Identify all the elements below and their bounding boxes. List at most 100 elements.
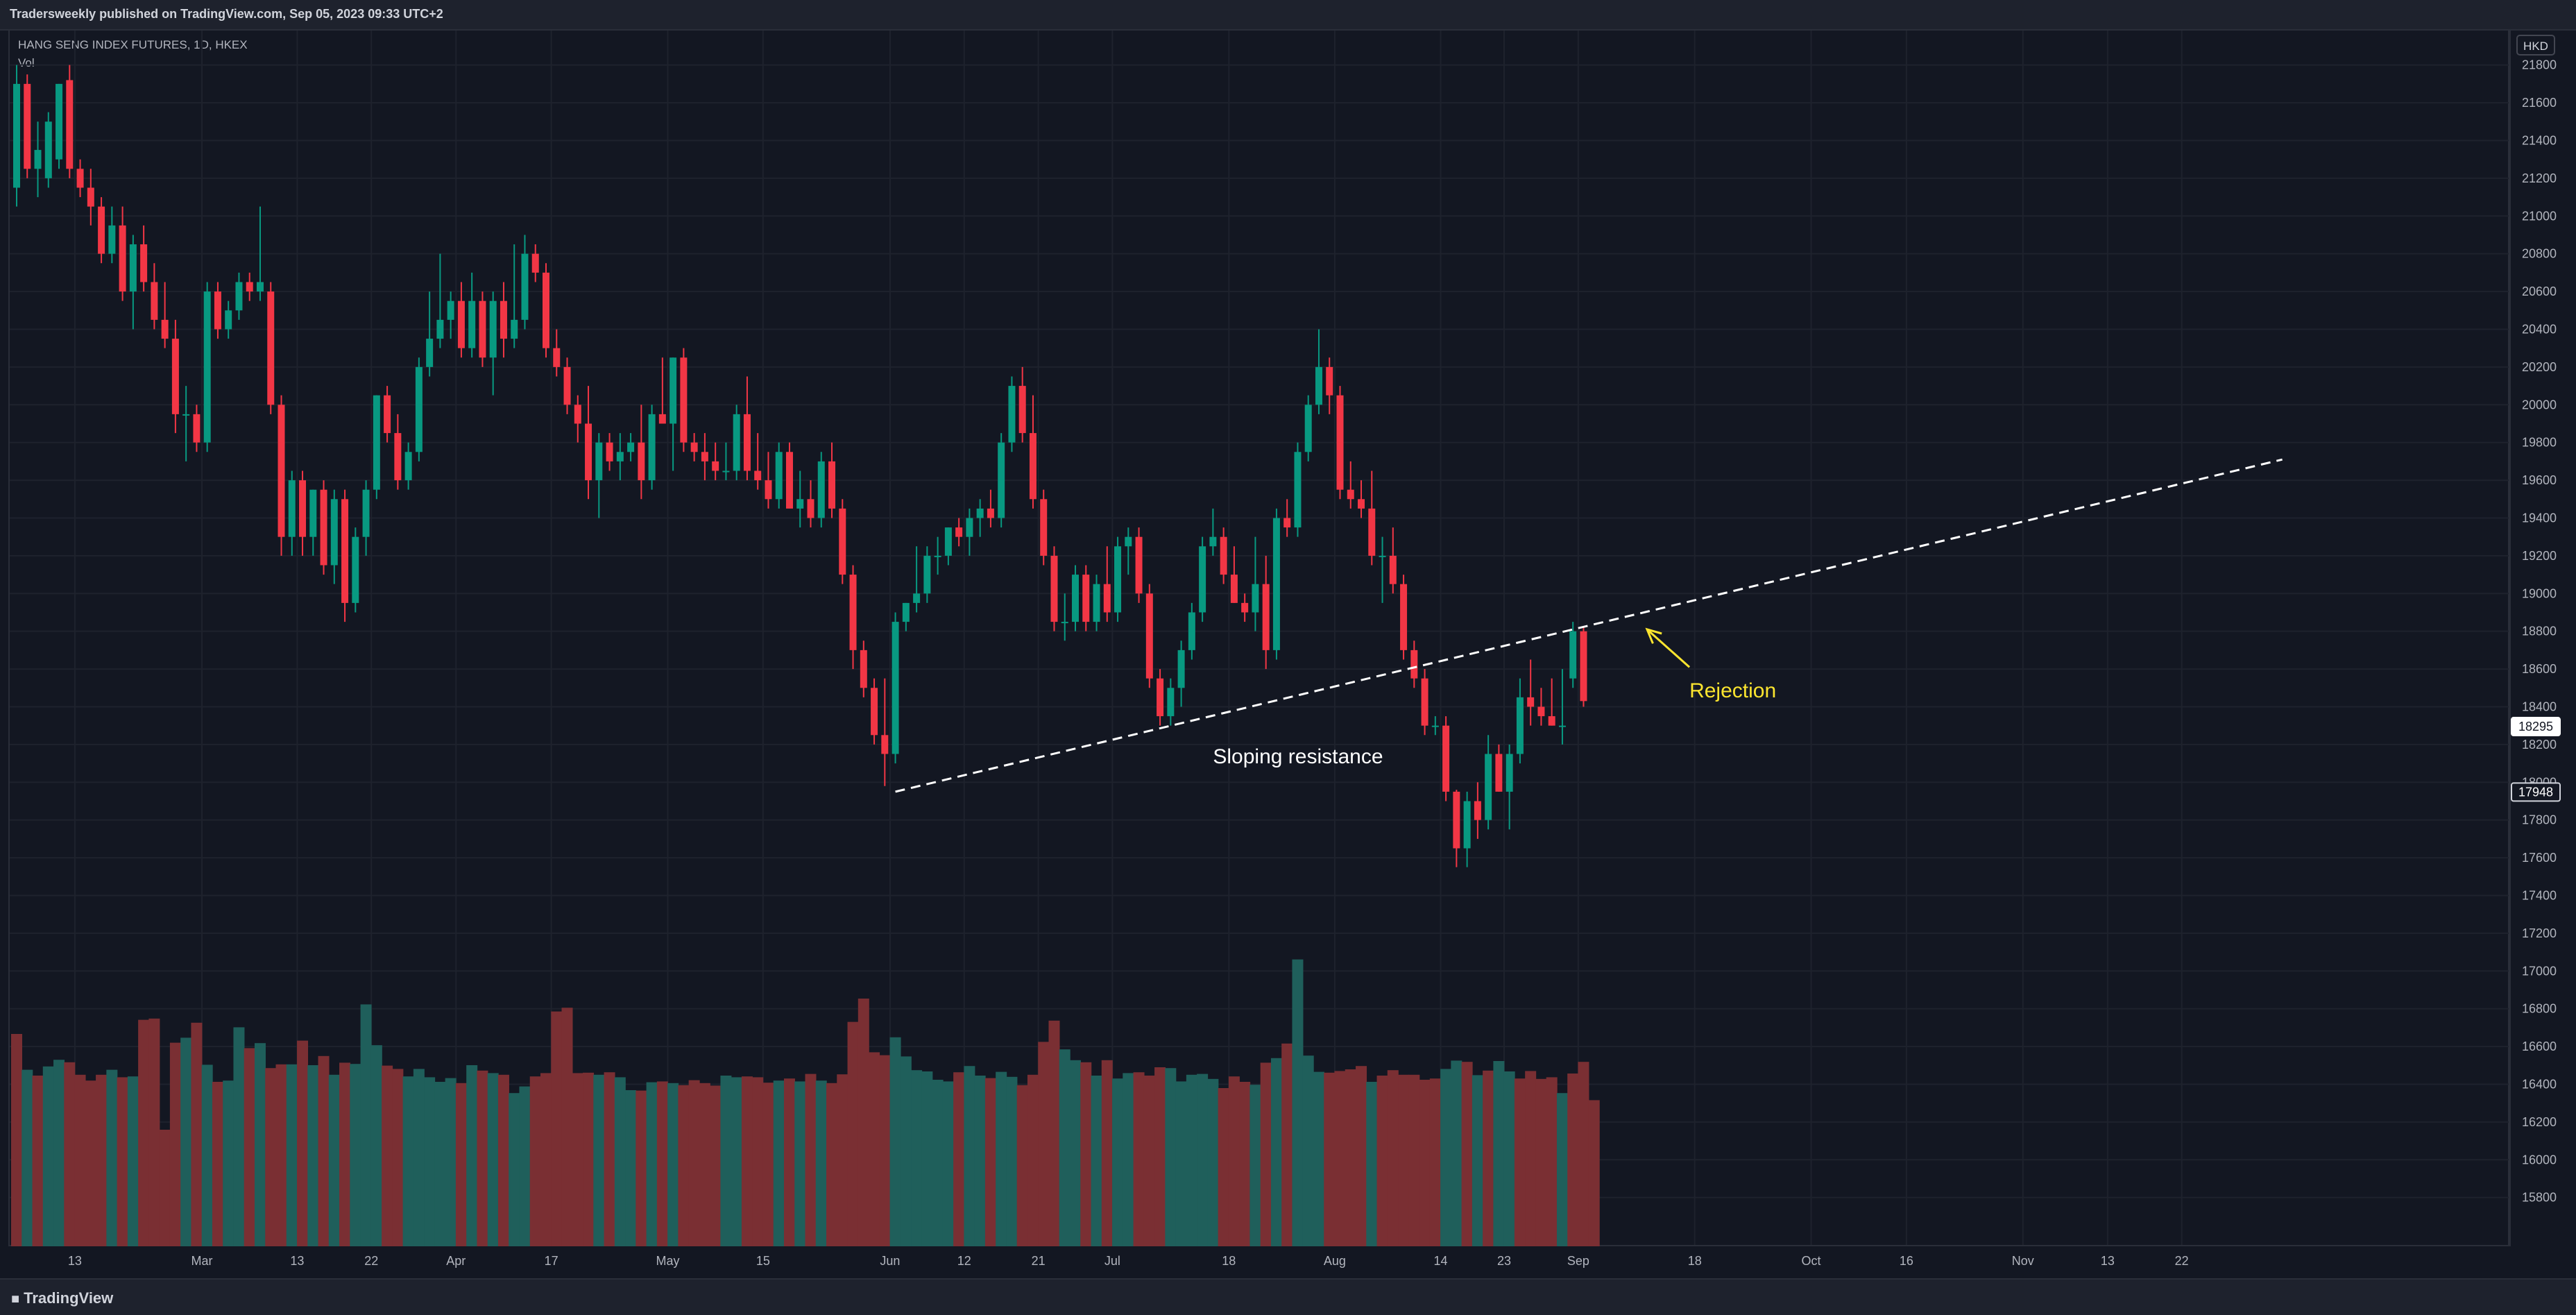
volume-bar: [900, 1056, 912, 1246]
volume-bar: [1345, 1069, 1356, 1246]
x-tick-label: 16: [1900, 1254, 1913, 1268]
candle-body: [881, 735, 889, 754]
candle-body: [913, 593, 921, 603]
volume-bar: [604, 1072, 615, 1246]
volume-bar: [815, 1080, 827, 1246]
volume-bar: [297, 1040, 309, 1246]
candle-body: [680, 357, 688, 443]
volume-bar: [1059, 1049, 1071, 1246]
candle-body: [521, 253, 529, 320]
volume-bar: [42, 1066, 54, 1246]
sloping-resistance-trendline: [895, 458, 2283, 793]
candle-body: [320, 489, 327, 566]
volume-bar: [996, 1071, 1007, 1246]
x-tick-label: Jun: [880, 1254, 900, 1268]
volume-bar: [1249, 1085, 1261, 1246]
candle-body: [511, 319, 518, 339]
candle-body: [214, 291, 221, 330]
candle-body: [1061, 622, 1068, 624]
candle-body: [299, 480, 307, 537]
candle-body: [288, 480, 296, 537]
rejection-arrow-head-icon: [1645, 627, 1662, 644]
y-tick-label: 21600: [2522, 96, 2557, 110]
candle-body: [1103, 584, 1111, 613]
candle-body: [309, 489, 317, 537]
x-tick-label: Nov: [2012, 1254, 2034, 1268]
volume-indicator-label[interactable]: Vol: [18, 56, 35, 69]
y-tick-label: 16800: [2522, 1002, 2557, 1016]
candle-body: [553, 348, 561, 367]
candle-body: [669, 357, 677, 424]
y-tick-label: 21200: [2522, 171, 2557, 185]
volume-bar: [477, 1070, 488, 1246]
volume-bar: [1197, 1074, 1209, 1246]
candle-body: [66, 80, 74, 169]
y-tick-label: 15800: [2522, 1191, 2557, 1205]
x-tick-label: 21: [1032, 1254, 1046, 1268]
volume-bar: [223, 1080, 234, 1246]
candle-body: [129, 244, 137, 292]
volume-bar: [1578, 1062, 1589, 1246]
y-tick-label: 18800: [2522, 625, 2557, 638]
candle-body: [171, 339, 179, 414]
volume-bar: [318, 1055, 330, 1246]
volume-bar: [1048, 1020, 1060, 1246]
volume-bar: [1483, 1070, 1494, 1246]
volume-bar: [667, 1083, 679, 1246]
y-tick-label: 19600: [2522, 473, 2557, 487]
volume-bar: [529, 1076, 541, 1246]
volume-bar: [497, 1074, 509, 1246]
volume-bar: [1112, 1078, 1124, 1246]
volume-bar: [32, 1076, 44, 1246]
candle-body: [1029, 433, 1037, 500]
candle-body: [638, 442, 645, 481]
y-tick-label: 19400: [2522, 511, 2557, 525]
candle-body: [1431, 725, 1439, 727]
candle-body: [648, 414, 656, 481]
candle-body: [712, 461, 719, 471]
candle-body: [500, 300, 507, 339]
volume-bar: [646, 1082, 658, 1246]
volume-bar: [1440, 1069, 1452, 1246]
candle-body: [1262, 584, 1270, 650]
candle-body: [733, 414, 740, 471]
volume-bar: [1567, 1074, 1579, 1246]
candle-body: [1516, 697, 1524, 754]
volume-bar: [180, 1037, 192, 1246]
candle-body: [849, 575, 857, 650]
bottom-bar: ■ TradingView: [0, 1278, 2576, 1315]
candle-body: [754, 470, 762, 481]
candle-body: [765, 480, 772, 500]
candle-body: [1082, 575, 1090, 622]
volume-bar: [1270, 1058, 1282, 1246]
y-tick-label: 18400: [2522, 699, 2557, 713]
volume-bar: [783, 1078, 795, 1246]
footer-brand[interactable]: ■ TradingView: [11, 1289, 113, 1307]
candle-body: [1474, 801, 1481, 820]
candle-body: [225, 310, 232, 330]
volume-bar: [350, 1064, 361, 1246]
y-tick-label: 18200: [2522, 738, 2557, 752]
volume-bar: [148, 1018, 160, 1246]
volume-bar: [1218, 1088, 1229, 1246]
volume-bar: [360, 1004, 372, 1246]
candle-body: [44, 121, 52, 178]
volume-bar: [233, 1027, 245, 1246]
volume-bar: [402, 1076, 414, 1246]
candle-body: [235, 282, 243, 311]
candle-body: [543, 272, 549, 348]
volume-bar: [1228, 1076, 1240, 1246]
volume-bar: [964, 1066, 975, 1246]
volume-bar: [275, 1064, 287, 1246]
volume-bar: [593, 1074, 605, 1246]
volume-bar: [1292, 959, 1304, 1246]
currency-button[interactable]: HKD: [2516, 35, 2555, 56]
volume-bar: [1556, 1093, 1568, 1246]
volume-bar: [1133, 1072, 1145, 1246]
volume-bar: [1313, 1071, 1324, 1246]
volume-bar: [212, 1082, 223, 1246]
candle-body: [1463, 801, 1471, 849]
candle-body: [1400, 584, 1408, 650]
candle-body: [595, 442, 603, 481]
